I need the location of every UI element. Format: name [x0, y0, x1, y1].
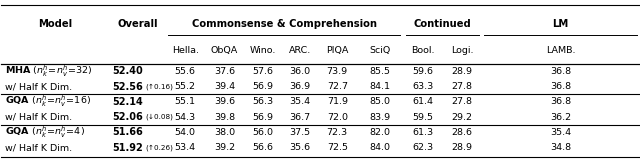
Text: $\mathbf{GQA}\ (n_k^h\!=\!n_v^h\!=\!16)$: $\mathbf{GQA}\ (n_k^h\!=\!n_v^h\!=\!16)$	[4, 94, 90, 109]
Text: 37.5: 37.5	[289, 128, 310, 137]
Text: 73.9: 73.9	[326, 67, 348, 76]
Text: 72.0: 72.0	[327, 113, 348, 122]
Text: $\mathbf{GQA}\ (n_k^h\!=\!n_v^h\!=\!4)$: $\mathbf{GQA}\ (n_k^h\!=\!n_v^h\!=\!4)$	[4, 125, 84, 140]
Text: 35.6: 35.6	[289, 143, 310, 152]
Text: ObQA: ObQA	[211, 46, 238, 55]
Text: 37.6: 37.6	[214, 67, 235, 76]
Text: 52.56: 52.56	[112, 82, 143, 92]
Text: LAMB.: LAMB.	[546, 46, 575, 55]
Text: w/ Half K Dim.: w/ Half K Dim.	[4, 113, 72, 122]
Text: Logi.: Logi.	[451, 46, 474, 55]
Text: 61.4: 61.4	[412, 97, 433, 106]
Text: 27.8: 27.8	[452, 82, 472, 91]
Text: 71.9: 71.9	[327, 97, 348, 106]
Text: w/ Half K Dim.: w/ Half K Dim.	[4, 82, 72, 91]
Text: 61.3: 61.3	[412, 128, 433, 137]
Text: 83.9: 83.9	[369, 113, 390, 122]
Text: (↓0.08): (↓0.08)	[145, 114, 173, 120]
Text: 56.0: 56.0	[252, 128, 273, 137]
Text: ARC.: ARC.	[289, 46, 310, 55]
Text: 54.0: 54.0	[175, 128, 196, 137]
Text: 55.2: 55.2	[175, 82, 196, 91]
Text: 85.0: 85.0	[369, 97, 390, 106]
Text: 34.8: 34.8	[550, 143, 571, 152]
Text: 55.6: 55.6	[175, 67, 196, 76]
Text: 59.5: 59.5	[412, 113, 433, 122]
Text: 39.2: 39.2	[214, 143, 235, 152]
Text: 36.7: 36.7	[289, 113, 310, 122]
Text: w/ Half K Dim.: w/ Half K Dim.	[4, 143, 72, 152]
Text: 84.1: 84.1	[369, 82, 390, 91]
Text: Model: Model	[38, 19, 72, 29]
Text: 56.6: 56.6	[252, 143, 273, 152]
Text: 29.2: 29.2	[452, 113, 472, 122]
Text: 36.2: 36.2	[550, 113, 571, 122]
Text: 52.40: 52.40	[112, 66, 143, 76]
Text: $\mathbf{MHA}\ (n_k^h\!=\!n_v^h\!=\!32)$: $\mathbf{MHA}\ (n_k^h\!=\!n_v^h\!=\!32)$	[4, 64, 92, 79]
Text: 85.5: 85.5	[369, 67, 390, 76]
Text: 72.5: 72.5	[327, 143, 348, 152]
Text: PIQA: PIQA	[326, 46, 348, 55]
Text: 35.4: 35.4	[550, 128, 571, 137]
Text: 28.9: 28.9	[452, 67, 472, 76]
Text: 39.4: 39.4	[214, 82, 235, 91]
Text: 39.8: 39.8	[214, 113, 235, 122]
Text: LM: LM	[552, 19, 568, 29]
Text: 38.0: 38.0	[214, 128, 235, 137]
Text: (↑0.16): (↑0.16)	[145, 83, 173, 90]
Text: SciQ: SciQ	[369, 46, 390, 55]
Text: 28.9: 28.9	[452, 143, 472, 152]
Text: 36.8: 36.8	[550, 97, 571, 106]
Text: 51.66: 51.66	[112, 127, 143, 137]
Text: (↑0.26): (↑0.26)	[145, 144, 173, 151]
Text: 72.3: 72.3	[326, 128, 348, 137]
Text: 84.0: 84.0	[369, 143, 390, 152]
Text: 56.9: 56.9	[252, 113, 273, 122]
Text: 51.92: 51.92	[112, 142, 143, 152]
Text: Continued: Continued	[413, 19, 471, 29]
Text: 35.4: 35.4	[289, 97, 310, 106]
Text: 55.1: 55.1	[175, 97, 196, 106]
Text: 62.3: 62.3	[412, 143, 433, 152]
Text: 39.6: 39.6	[214, 97, 235, 106]
Text: Hella.: Hella.	[172, 46, 199, 55]
Text: 36.8: 36.8	[550, 67, 571, 76]
Text: 82.0: 82.0	[369, 128, 390, 137]
Text: Commonsense & Comprehension: Commonsense & Comprehension	[192, 19, 377, 29]
Text: 63.3: 63.3	[412, 82, 433, 91]
Text: 53.4: 53.4	[175, 143, 196, 152]
Text: Overall: Overall	[117, 19, 157, 29]
Text: 72.7: 72.7	[327, 82, 348, 91]
Text: Bool.: Bool.	[411, 46, 435, 55]
Text: Wino.: Wino.	[250, 46, 276, 55]
Text: 52.06: 52.06	[112, 112, 143, 122]
Text: 36.8: 36.8	[550, 82, 571, 91]
Text: 52.14: 52.14	[112, 97, 143, 107]
Text: 57.6: 57.6	[252, 67, 273, 76]
Text: 36.0: 36.0	[289, 67, 310, 76]
Text: 36.9: 36.9	[289, 82, 310, 91]
Text: 59.6: 59.6	[412, 67, 433, 76]
Text: 56.3: 56.3	[252, 97, 273, 106]
Text: 56.9: 56.9	[252, 82, 273, 91]
Text: 27.8: 27.8	[452, 97, 472, 106]
Text: 28.6: 28.6	[452, 128, 472, 137]
Text: 54.3: 54.3	[175, 113, 196, 122]
